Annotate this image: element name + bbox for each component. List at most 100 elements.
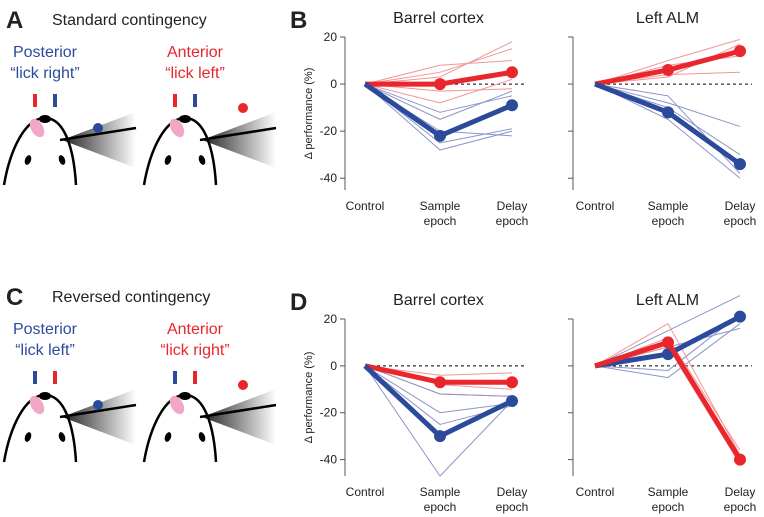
session-line [364, 48, 513, 85]
panel-label: B [290, 7, 307, 34]
mouse [2, 94, 137, 186]
session-line [364, 365, 513, 477]
y-tick-label: -40 [320, 453, 338, 467]
eye [24, 432, 32, 442]
whisker-pad [29, 395, 45, 415]
panel-label: C [6, 284, 23, 311]
x-tick-label: Control [576, 199, 615, 213]
chart-title: Barrel cortex [393, 10, 484, 27]
x-tick-label: Sample epoch [648, 485, 689, 514]
y-axis-label: Δ performance (%) [303, 68, 315, 160]
x-tick-label: Control [346, 199, 385, 213]
whisker-field [202, 112, 276, 168]
mouse [142, 94, 277, 186]
x-tick-label: Delay epoch [496, 199, 529, 228]
mean-marker [506, 376, 518, 389]
session-line [364, 78, 513, 104]
session-line [594, 323, 741, 456]
whisker-pad [169, 395, 185, 415]
nose [179, 115, 191, 123]
pole [238, 380, 248, 390]
y-tick-label: -20 [320, 124, 338, 138]
session-line [594, 38, 741, 85]
session-line [364, 60, 513, 85]
eye [198, 432, 206, 442]
mouse [142, 371, 277, 463]
y-tick-label: 0 [330, 359, 337, 373]
session-line [364, 365, 513, 414]
diagrams: A Standard contingency Posterior “lick r… [6, 7, 230, 359]
lick-port [173, 371, 177, 384]
eye [198, 155, 206, 165]
whisker [199, 403, 277, 419]
eye [164, 155, 172, 165]
mean-marker [662, 106, 674, 119]
mouse-label: “lick left” [165, 65, 225, 82]
mean-marker [434, 129, 446, 142]
lick-port [53, 94, 57, 107]
mean-line [363, 82, 513, 139]
lick-port [33, 371, 37, 384]
session-line [594, 83, 741, 127]
mouse-label: “lick right” [10, 65, 79, 82]
nose [39, 115, 51, 123]
panel-label: A [6, 7, 23, 34]
mean-marker [662, 336, 674, 349]
whisker-pad [169, 118, 185, 138]
chart-title: Barrel cortex [393, 292, 484, 309]
lick-port [193, 371, 197, 384]
x-tick-label: Sample epoch [420, 485, 461, 514]
mean-marker [734, 45, 746, 58]
session-line [364, 83, 513, 137]
session-line [364, 83, 513, 151]
whisker-field [202, 389, 276, 445]
x-tick-label: Delay epoch [496, 485, 529, 514]
eye [24, 155, 32, 165]
nose [179, 392, 191, 400]
mouse-label: “lick left” [15, 342, 75, 359]
lick-port [173, 94, 177, 107]
y-axis-label: Δ performance (%) [303, 352, 315, 444]
pole [238, 103, 248, 113]
x-tick-label: Sample epoch [648, 199, 689, 228]
mean-marker [506, 99, 518, 112]
mean-marker [506, 66, 518, 79]
mean-marker [506, 395, 518, 408]
eye [58, 432, 66, 442]
mean-marker [662, 63, 674, 76]
mean-marker [434, 430, 446, 443]
session-line [594, 323, 741, 379]
mean-marker [434, 78, 446, 91]
x-tick-label: Control [576, 485, 615, 499]
mean-line [363, 364, 514, 439]
whisker [59, 126, 137, 142]
panel-label: D [290, 289, 307, 316]
session-line [594, 313, 741, 372]
mean-marker [734, 453, 746, 466]
session-line [594, 295, 741, 367]
y-tick-label: 20 [324, 30, 338, 44]
y-tick-label: 0 [330, 77, 337, 91]
session-line [364, 83, 513, 120]
eye [58, 155, 66, 165]
whisker [199, 126, 277, 142]
whisker-pad [29, 118, 45, 138]
mouse-label: Posterior [13, 321, 78, 338]
y-tick-label: 20 [324, 312, 338, 326]
session-line [364, 83, 513, 113]
mouse-label: Anterior [167, 44, 224, 61]
panel-title: Reversed contingency [52, 289, 210, 306]
y-tick-label: -40 [320, 171, 338, 185]
session-line [364, 365, 513, 397]
y-tick-label: -20 [320, 406, 338, 420]
lick-port [53, 371, 57, 384]
chart-title: Left ALM [636, 10, 699, 27]
x-tick-label: Delay epoch [724, 485, 757, 514]
mouse-label: “lick right” [160, 342, 229, 359]
mean-marker [434, 376, 446, 389]
mean-marker [734, 158, 746, 171]
whisker [59, 403, 137, 419]
lick-port [33, 94, 37, 107]
whisker-field [62, 112, 136, 168]
